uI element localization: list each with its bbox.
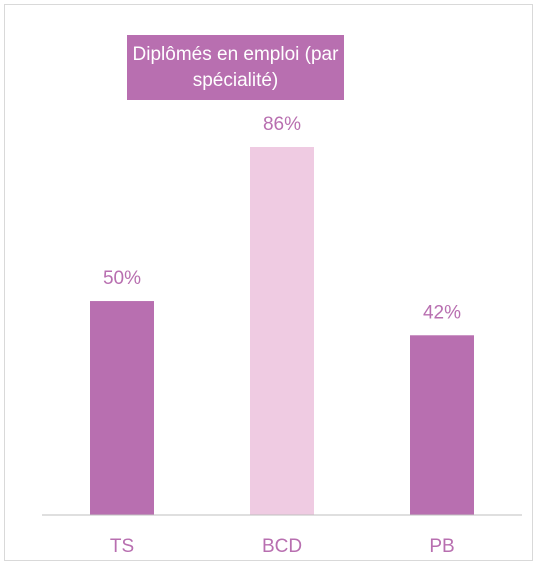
bar — [410, 335, 474, 515]
bar — [250, 147, 314, 515]
chart-frame — [4, 4, 533, 561]
bar — [90, 301, 154, 515]
x-tick-label: TS — [110, 536, 134, 557]
x-tick-label: BCD — [262, 536, 302, 557]
data-label: 42% — [423, 302, 461, 323]
data-label: 50% — [103, 268, 141, 289]
chart-title: Diplômés en emploi (par spécialité) — [127, 35, 344, 100]
x-tick-label: PB — [429, 536, 454, 557]
data-label: 86% — [263, 114, 301, 135]
